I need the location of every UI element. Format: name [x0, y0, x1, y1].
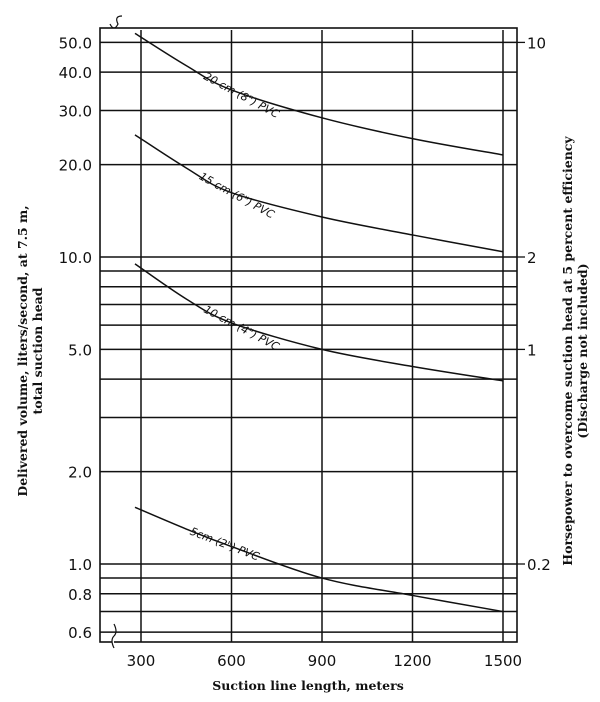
x-tick-label: 900	[308, 652, 337, 670]
y-tick-label: 10.0	[59, 249, 92, 267]
series-label: 15 cm (6") PVC	[197, 170, 277, 222]
y-axis-title-line1: Delivered volume, liters/second, at 7.5 …	[15, 205, 30, 496]
y2-axis-title-line1: Horsepower to overcome suction head at 5…	[560, 136, 575, 566]
x-tick-label: 1200	[393, 652, 431, 670]
grid	[99, 15, 518, 649]
y2-tick-label: 2	[527, 249, 537, 267]
plot-border	[99, 27, 518, 643]
y2-tick-label: 10	[527, 34, 546, 52]
series-label-group: 20 cm (8") PVC	[201, 70, 281, 121]
y-tick-label: 50.0	[59, 34, 92, 52]
series-label-group: 10 cm (4") PVC	[201, 303, 281, 354]
y-tick-label: 30.0	[59, 103, 92, 121]
y2-tick-label: 0.2	[527, 556, 551, 574]
x-tick-label: 300	[127, 652, 156, 670]
y-tick-label: 0.8	[68, 586, 92, 604]
axis-break-top	[109, 15, 123, 29]
tick-labels: 300 600 900 1200 1500 50.0 40.0 30.0 20.0 10.0 5.0…	[59, 34, 551, 670]
series-label-group: 5cm (2") PVC	[188, 525, 261, 564]
y-tick-label: 0.6	[68, 624, 92, 642]
axis-break-bottom	[111, 623, 117, 649]
y-tick-label: 5.0	[68, 341, 92, 359]
y-tick-label: 40.0	[59, 64, 92, 82]
y2-axis-title-line2: (Discharge not included)	[575, 263, 590, 438]
curves: 20 cm (8") PVC 15 cm (6") PVC 10 cm (4") P…	[134, 32, 504, 613]
x-tick-label: 600	[217, 652, 246, 670]
series-label-group: 15 cm (6") PVC	[197, 170, 277, 222]
x-axis-title: Suction line length, meters	[212, 678, 404, 693]
series-label: 10 cm (4") PVC	[201, 303, 281, 354]
series-line	[134, 32, 504, 156]
series-line	[134, 134, 504, 253]
series-line	[134, 506, 504, 613]
series-label: 5cm (2") PVC	[188, 525, 261, 564]
y-tick-label: 2.0	[68, 464, 92, 482]
series-label: 20 cm (8") PVC	[201, 70, 281, 121]
series-line	[134, 263, 504, 382]
y-tick-label: 20.0	[59, 157, 92, 175]
y-tick-label: 1.0	[68, 556, 92, 574]
y2-tick-label: 1	[527, 341, 537, 359]
x-tick-label: 1500	[484, 652, 522, 670]
y-axis-title-line2: total suction head	[30, 287, 45, 414]
